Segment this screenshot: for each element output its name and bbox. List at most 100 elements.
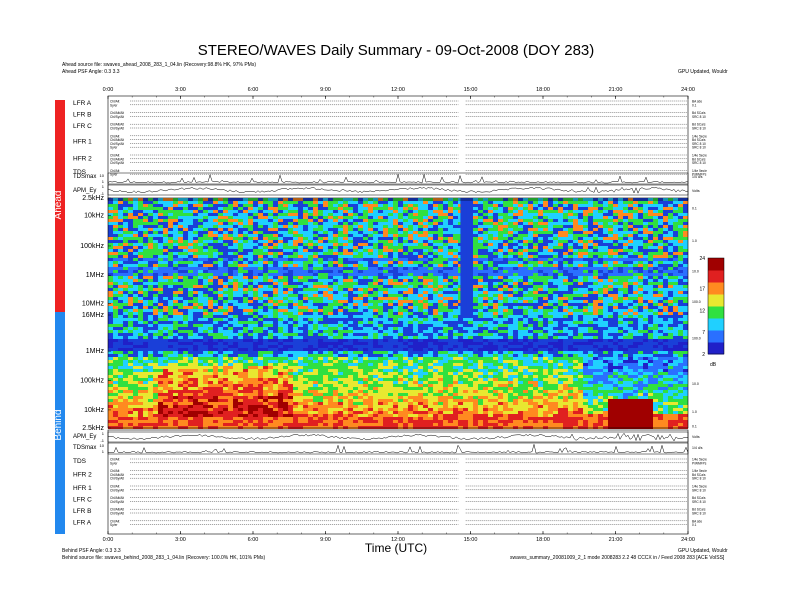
behind-spectrogram-cell: [363, 321, 368, 324]
ahead-spectrogram-cell: [658, 258, 663, 261]
behind-spectrogram-cell: [303, 363, 308, 366]
ahead-spectrogram-cell: [163, 267, 168, 270]
ahead-spectrogram-cell: [473, 267, 478, 270]
behind-spectrogram-cell: [173, 321, 178, 324]
ahead-spectrogram-cell: [173, 228, 178, 231]
behind-spectrogram-cell: [493, 315, 498, 318]
ahead-spectrogram-cell: [523, 246, 528, 249]
ahead-spectrogram-cell: [378, 204, 383, 207]
behind-spectrogram-cell: [603, 360, 608, 363]
ahead-spectrogram-cell: [343, 282, 348, 285]
ahead-spectrogram-cell: [328, 309, 333, 312]
ahead-spectrogram-cell: [158, 219, 163, 222]
ahead-spectrogram-cell: [623, 303, 628, 306]
ahead-spectrogram-cell: [523, 222, 528, 225]
ahead-spectrogram-cell: [243, 297, 248, 300]
ahead-spectrogram-cell: [168, 258, 173, 261]
ahead-spectrogram-cell: [293, 243, 298, 246]
ahead-spectrogram-cell: [208, 237, 213, 240]
ahead-spectrogram-cell: [558, 210, 563, 213]
behind-spectrogram-cell: [138, 351, 143, 354]
behind-spectrogram-cell: [368, 357, 373, 360]
ahead-spectrogram-cell: [188, 237, 193, 240]
ahead-spectrogram-cell: [568, 234, 573, 237]
ahead-spectrogram-cell: [203, 234, 208, 237]
ahead-spectrogram-cell: [613, 270, 618, 273]
ahead-spectrogram-cell: [498, 300, 503, 303]
ahead-spectrogram-cell: [478, 303, 483, 306]
ahead-spectrogram-cell: [568, 243, 573, 246]
behind-spectrogram-cell: [263, 354, 268, 357]
ahead-spectrogram-cell: [603, 279, 608, 282]
ahead-spectrogram-cell: [373, 201, 378, 204]
ahead-spectrogram-cell: [248, 285, 253, 288]
ahead-spectrogram-cell: [593, 252, 598, 255]
ahead-spectrogram-cell: [133, 234, 138, 237]
ahead-spectrogram-cell: [443, 258, 448, 261]
ahead-spectrogram-cell: [553, 294, 558, 297]
ahead-spectrogram-cell: [508, 273, 513, 276]
behind-spectrogram-cell: [673, 327, 678, 330]
ahead-spectrogram-cell: [268, 297, 273, 300]
ahead-spectrogram-cell: [513, 213, 518, 216]
ahead-spectrogram-cell: [543, 261, 548, 264]
behind-spectrogram-cell: [333, 360, 338, 363]
ahead-spectrogram-cell: [383, 213, 388, 216]
ahead-spectrogram-cell: [153, 270, 158, 273]
behind-spectrogram-cell: [303, 372, 308, 375]
ahead-spectrogram-cell: [333, 213, 338, 216]
behind-spectrogram-cell: [418, 372, 423, 375]
behind-spectrogram-cell: [458, 369, 463, 372]
behind-spectrogram-cell: [308, 372, 313, 375]
ahead-spectrogram-cell: [633, 219, 638, 222]
ahead-spectrogram-cell: [673, 237, 678, 240]
behind-spectrogram-cell: [363, 330, 368, 333]
ahead-spectrogram-cell: [393, 255, 398, 258]
ahead-spectrogram-cell: [158, 255, 163, 258]
behind-spectrogram-cell: [208, 315, 213, 318]
ahead-spectrogram-cell: [173, 198, 178, 201]
behind-spectrogram-cell: [428, 363, 433, 366]
ahead-spectrogram-cell: [358, 243, 363, 246]
ahead-spectrogram-cell: [298, 255, 303, 258]
ahead-spectrogram-cell: [578, 243, 583, 246]
ahead-spectrogram-cell: [208, 234, 213, 237]
ahead-spectrogram-cell: [433, 312, 438, 315]
ahead-spectrogram-cell: [553, 234, 558, 237]
behind-spectrogram-cell: [108, 342, 113, 345]
ahead-spectrogram-cell: [563, 276, 568, 279]
ahead-spectrogram-cell: [658, 243, 663, 246]
ahead-spectrogram-cell: [268, 252, 273, 255]
ahead-spectrogram-cell: [233, 243, 238, 246]
ahead-spectrogram-cell: [383, 264, 388, 267]
behind-spectrogram-cell: [543, 315, 548, 318]
ahead-spectrogram-cell: [583, 216, 588, 219]
ahead-spectrogram-cell: [653, 213, 658, 216]
ahead-spectrogram-cell: [668, 207, 673, 210]
ahead-spectrogram-cell: [413, 297, 418, 300]
colorbar-segment: [708, 330, 724, 335]
behind-spectrogram-cell: [323, 327, 328, 330]
ahead-spectrogram-cell: [658, 255, 663, 258]
behind-spectrogram-cell: [683, 321, 688, 324]
ahead-spectrogram-cell: [493, 294, 498, 297]
behind-spectrogram-cell: [478, 324, 483, 327]
ahead-spectrogram-cell: [208, 264, 213, 267]
ahead-spectrogram-cell: [438, 210, 443, 213]
ahead-spectrogram-cell: [523, 240, 528, 243]
behind-spectrogram-cell: [538, 345, 543, 348]
ahead-spectrogram-cell: [303, 240, 308, 243]
behind-spectrogram-cell: [368, 360, 373, 363]
behind-spectrogram-cell: [278, 318, 283, 321]
behind-spectrogram-cell: [618, 363, 623, 366]
behind-spectrogram-cell: [288, 366, 293, 369]
behind-spectrogram-cell: [468, 342, 473, 345]
ahead-spectrogram-cell: [503, 201, 508, 204]
ahead-spectrogram-cell: [588, 210, 593, 213]
ahead-spectrogram-cell: [243, 213, 248, 216]
ahead-spectrogram-cell: [673, 288, 678, 291]
ahead-spectrogram-cell: [383, 210, 388, 213]
ahead-spectrogram-cell: [228, 204, 233, 207]
behind-spectrogram-cell: [583, 315, 588, 318]
ahead-spectrogram-cell: [228, 276, 233, 279]
